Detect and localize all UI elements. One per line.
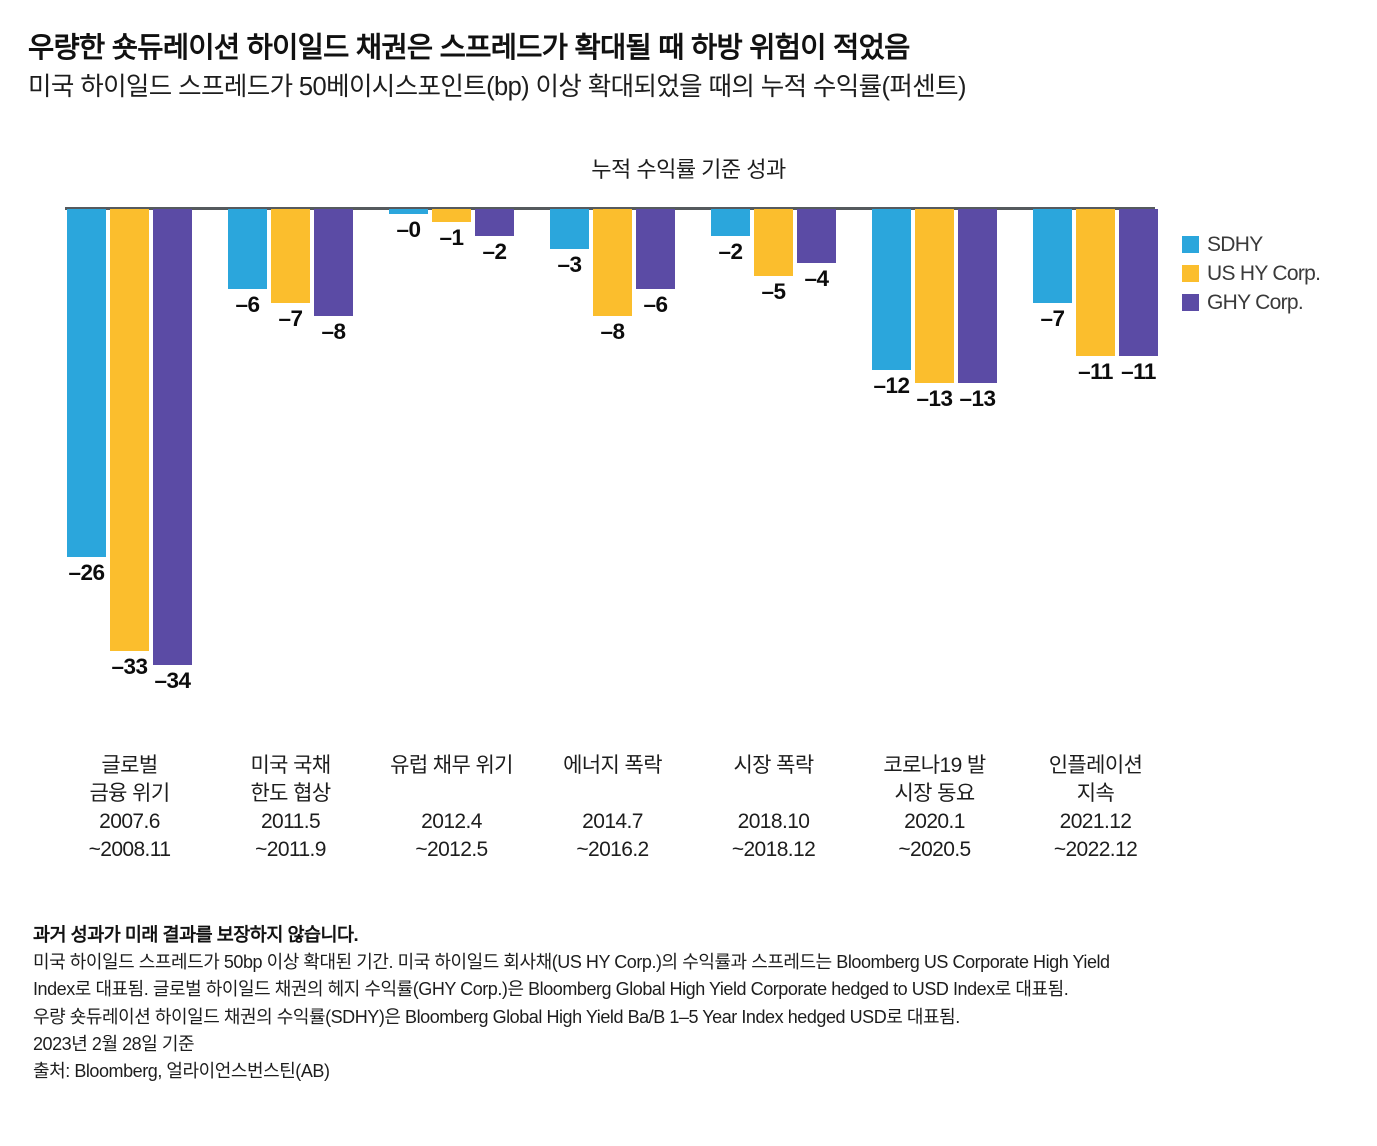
- category-label-3: 에너지 폭락 2014.7 ~2016.2: [523, 752, 703, 864]
- category-name: 인플레이션 지속: [1048, 754, 1143, 805]
- bar-value-label: –0: [396, 217, 421, 242]
- legend-swatch-icon: [1182, 236, 1199, 253]
- bar-value-label: –33: [111, 654, 148, 680]
- bar-ghy-corp--6: [1119, 209, 1158, 357]
- category-period: 2021.12 ~2022.12: [1053, 809, 1138, 861]
- legend-label: US HY Corp.: [1207, 261, 1321, 285]
- bar-ghy-corp--5: [958, 209, 997, 384]
- bar-us-hy-corp--0: [110, 209, 149, 652]
- bar-value-label: –11: [1078, 359, 1113, 385]
- bar-value-label: –34: [154, 667, 191, 693]
- chart-container: 누적 수익률 기준 성과 –26 –6 –0 –3 –2 –12 –7 –33 –7 –1 –8 –5…: [0, 140, 1377, 910]
- bar-us-hy-corp--5: [915, 209, 954, 384]
- bar-sdhy-3: [550, 209, 589, 250]
- footnote-line-4: 출처: Bloomberg, 얼라이언스번스틴(AB): [33, 1061, 330, 1082]
- category-name: 유럽 채무 위기: [390, 754, 513, 777]
- category-period: 2011.5 ~2011.9: [255, 809, 326, 861]
- category-name: 글로벌 금융 위기: [89, 754, 170, 805]
- bar-ghy-corp--2: [475, 209, 514, 236]
- bar-plot: –26 –6 –0 –3 –2 –12 –7 –33 –7 –1 –8 –5 –13 –11 –34 –8 –2…: [0, 140, 1377, 910]
- bar-value-label: –5: [761, 279, 786, 304]
- category-label-6: 인플레이션 지속 2021.12 ~2022.12: [1006, 752, 1186, 864]
- category-label-4: 시장 폭락 2018.10 ~2018.12: [684, 752, 864, 864]
- category-label-2: 유럽 채무 위기 2012.4 ~2012.5: [362, 752, 542, 864]
- footnotes: 과거 성과가 미래 결과를 보장하지 않습니다. 미국 하이일드 스프레드가 5…: [33, 922, 1353, 1086]
- legend-item-us-hy-corp-[interactable]: US HY Corp.: [1182, 259, 1321, 288]
- legend-label: GHY Corp.: [1207, 290, 1304, 314]
- bar-sdhy-1: [228, 209, 267, 290]
- category-name: 미국 국채 한도 협상: [250, 754, 331, 805]
- bar-value-label: –7: [1040, 305, 1065, 331]
- bar-value-label: –8: [600, 319, 625, 345]
- bar-value-label: –2: [718, 238, 743, 264]
- disclaimer-bold: 과거 성과가 미래 결과를 보장하지 않습니다.: [33, 924, 359, 945]
- bar-sdhy-4: [711, 209, 750, 236]
- bar-sdhy-2: [389, 209, 428, 214]
- category-period: 2012.4 ~2012.5: [415, 809, 488, 861]
- bar-ghy-corp--1: [314, 209, 353, 317]
- category-axis-labels: 글로벌 금융 위기 2007.6 ~2008.11 미국 국채 한도 협상 2011.…: [0, 752, 1377, 902]
- bar-ghy-corp--4: [797, 209, 836, 263]
- category-label-0: 글로벌 금융 위기 2007.6 ~2008.11: [40, 752, 220, 864]
- bar-us-hy-corp--3: [593, 209, 632, 317]
- legend-item-sdhy[interactable]: SDHY: [1182, 230, 1320, 259]
- footnote-line-0: 미국 하이일드 스프레드가 50bp 이상 확대된 기간. 미국 하이일드 회사…: [33, 951, 1110, 972]
- category-name: 시장 폭락: [733, 754, 814, 777]
- bar-value-label: –8: [321, 319, 346, 345]
- zero-axis-line: [65, 207, 1155, 210]
- bar-value-label: –1: [439, 225, 464, 251]
- legend-swatch-icon: [1182, 265, 1199, 282]
- bar-value-label: –4: [804, 265, 829, 291]
- category-label-1: 미국 국채 한도 협상 2011.5 ~2011.9: [201, 752, 381, 864]
- category-period: 2007.6 ~2008.11: [88, 809, 171, 861]
- bar-us-hy-corp--4: [754, 209, 793, 276]
- page-title: 우량한 숏듀레이션 하이일드 채권은 스프레드가 확대될 때 하방 위험이 적었…: [28, 32, 910, 64]
- bar-value-label: –7: [278, 305, 303, 331]
- category-period: 2020.1 ~2020.5: [898, 809, 971, 861]
- footnote-line-2: 우량 숏듀레이션 하이일드 채권의 수익률(SDHY)은 Bloomberg G…: [33, 1006, 960, 1027]
- bar-value-label: –3: [557, 252, 582, 278]
- bar-us-hy-corp--1: [271, 209, 310, 303]
- chart-title: 누적 수익률 기준 성과: [591, 157, 786, 182]
- category-label-5: 코로나19 발 시장 동요 2020.1 ~2020.5: [845, 752, 1025, 864]
- legend-item-ghy-corp-[interactable]: GHY Corp.: [1182, 288, 1320, 317]
- bar-value-label: –6: [235, 292, 260, 318]
- chart-header: 우량한 숏듀레이션 하이일드 채권은 스프레드가 확대될 때 하방 위험이 적었…: [28, 30, 1348, 105]
- chart-legend: SDHY US HY Corp. GHY Corp.: [1182, 230, 1321, 317]
- bar-ghy-corp--3: [636, 209, 675, 290]
- footnote-line-3: 2023년 2월 28일 기준: [33, 1033, 195, 1054]
- category-name: 코로나19 발 시장 동요: [883, 754, 986, 805]
- footnote-line-1: Index로 대표됨. 글로벌 하이일드 채권의 헤지 수익률(GHY Corp…: [33, 979, 1069, 1000]
- bar-sdhy-5: [872, 209, 911, 370]
- bar-value-label: –12: [873, 372, 910, 398]
- bar-us-hy-corp--2: [432, 209, 471, 223]
- legend-swatch-icon: [1182, 294, 1199, 311]
- bar-value-label: –2: [482, 238, 507, 264]
- footnote-lines: 미국 하이일드 스프레드가 50bp 이상 확대된 기간. 미국 하이일드 회사…: [33, 949, 1353, 1086]
- category-period: 2014.7 ~2016.2: [576, 809, 649, 861]
- bar-value-label: –13: [916, 386, 953, 412]
- category-name: 에너지 폭락: [563, 754, 662, 777]
- legend-label: SDHY: [1207, 232, 1263, 256]
- bar-value-label: –6: [643, 292, 668, 318]
- bar-value-label: –11: [1121, 359, 1156, 385]
- category-period: 2018.10 ~2018.12: [731, 809, 816, 861]
- bar-value-label: –13: [959, 386, 996, 412]
- bar-sdhy-0: [67, 209, 106, 558]
- page-subtitle: 미국 하이일드 스프레드가 50베이시스포인트(bp) 이상 확대되었을 때의 …: [28, 73, 966, 102]
- bar-ghy-corp--0: [153, 209, 192, 665]
- bar-value-label: –26: [68, 560, 105, 586]
- bar-sdhy-6: [1033, 209, 1072, 303]
- bar-us-hy-corp--6: [1076, 209, 1115, 357]
